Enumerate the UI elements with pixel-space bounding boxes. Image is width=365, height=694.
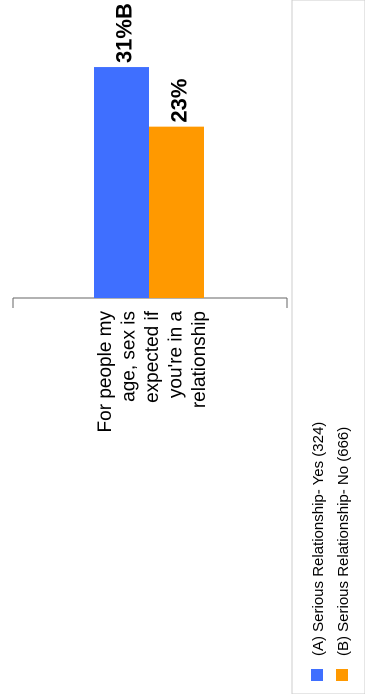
category-label-line: you're in a (166, 311, 187, 399)
legend-label-2: (B) Serious Relationship- No (666) (335, 427, 352, 656)
legend-swatch-1 (311, 669, 323, 681)
legend-swatch-2 (336, 669, 348, 681)
plot-area: 31%B 23% For people my age, sex is expected… (12, 3, 288, 433)
data-label-series-1: 31%B (112, 3, 137, 63)
category-label-line: expected if (142, 310, 163, 403)
category-label-line: relationship (189, 311, 210, 408)
legend-box (291, 0, 365, 694)
bar-series-1 (94, 67, 149, 298)
bar-series-2 (149, 126, 204, 299)
category-label-line: For people my (95, 311, 116, 433)
category-label-line: age, sex is (119, 311, 140, 402)
legend: (A) Serious Relationship- Yes (324) (B) S… (291, 0, 365, 694)
data-label-series-2: 23% (167, 79, 192, 123)
legend-label-1: (A) Serious Relationship- Yes (324) (310, 422, 327, 656)
